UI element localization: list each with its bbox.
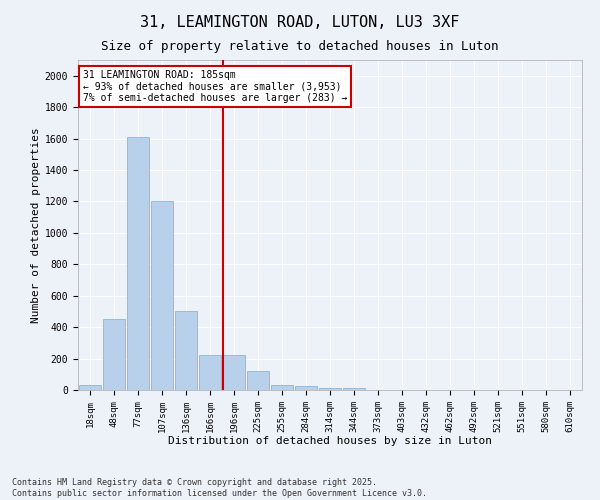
Bar: [223, 354, 245, 390]
Bar: [199, 354, 221, 390]
Text: Contains HM Land Registry data © Crown copyright and database right 2025.
Contai: Contains HM Land Registry data © Crown c…: [12, 478, 427, 498]
X-axis label: Distribution of detached houses by size in Luton: Distribution of detached houses by size …: [168, 436, 492, 446]
Bar: [247, 371, 269, 390]
Text: Size of property relative to detached houses in Luton: Size of property relative to detached ho…: [101, 40, 499, 53]
Bar: [295, 386, 317, 390]
Bar: [319, 388, 341, 390]
Text: 31 LEAMINGTON ROAD: 185sqm
← 93% of detached houses are smaller (3,953)
7% of se: 31 LEAMINGTON ROAD: 185sqm ← 93% of deta…: [83, 70, 347, 103]
Bar: [175, 312, 197, 390]
Bar: [271, 386, 293, 390]
Bar: [127, 137, 149, 390]
Bar: [343, 388, 365, 390]
Text: 31, LEAMINGTON ROAD, LUTON, LU3 3XF: 31, LEAMINGTON ROAD, LUTON, LU3 3XF: [140, 15, 460, 30]
Bar: [79, 386, 101, 390]
Y-axis label: Number of detached properties: Number of detached properties: [31, 127, 41, 323]
Bar: [151, 202, 173, 390]
Bar: [103, 320, 125, 390]
